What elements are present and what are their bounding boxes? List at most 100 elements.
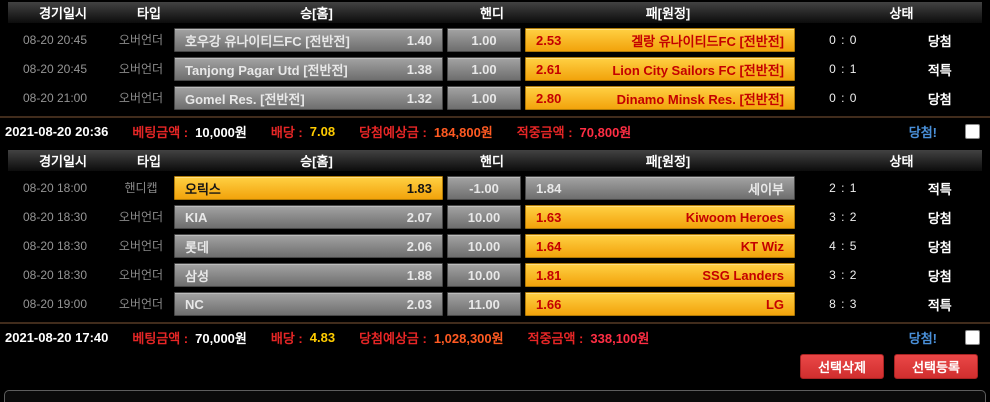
col-header-datetime: 경기일시 <box>39 154 87 169</box>
home-pick-cell[interactable]: 롯데 2.06 <box>174 234 443 258</box>
away-pick-cell[interactable]: 1.64 KT Wiz <box>525 234 795 258</box>
match-score: 3 : 2 <box>829 210 858 224</box>
away-pick-cell[interactable]: 2.80 Dinamo Minsk Res. [전반전] <box>525 86 795 110</box>
home-team-name: Tanjong Pagar Utd [전반전] <box>185 62 348 78</box>
match-row: 08-20 18:00 핸디캡 오릭스 1.83 -1.00 1.84 세이부 … <box>0 176 990 200</box>
away-odds: 1.63 <box>536 209 562 225</box>
home-team-name: Gomel Res. [전반전] <box>185 91 305 107</box>
home-odds: 1.38 <box>406 61 432 77</box>
result-status: 당첨 <box>927 33 952 49</box>
expected-win-label: 당첨예상금 : <box>359 125 427 140</box>
away-pick-cell[interactable]: 2.61 Lion City Sailors FC [전반전] <box>525 57 795 81</box>
win-badge: 당첨! <box>908 331 937 346</box>
col-header-datetime: 경기일시 <box>39 6 87 21</box>
result-status: 적특 <box>927 62 952 78</box>
home-pick-cell[interactable]: 호우강 유나이티드FC [전반전] 1.40 <box>174 28 443 52</box>
handicap-cell[interactable]: 10.00 <box>447 205 521 229</box>
handicap-value: 1.00 <box>471 90 497 106</box>
expected-win-value: 184,800원 <box>433 125 493 140</box>
result-status: 당첨 <box>927 239 952 255</box>
handicap-value: 10.00 <box>467 238 501 254</box>
home-team-name: 삼성 <box>185 268 209 284</box>
handicap-cell[interactable]: 1.00 <box>447 28 521 52</box>
match-datetime: 08-20 18:30 <box>22 210 88 224</box>
col-header-type: 타입 <box>137 6 161 21</box>
handicap-value: 11.00 <box>468 296 500 312</box>
handicap-cell[interactable]: 10.00 <box>447 234 521 258</box>
match-score: 8 : 3 <box>829 297 858 311</box>
handicap-cell[interactable]: 1.00 <box>447 86 521 110</box>
select-slip-checkbox[interactable] <box>965 330 980 345</box>
match-score: 3 : 2 <box>829 268 858 282</box>
handicap-value: 1.00 <box>471 61 497 77</box>
match-row: 08-20 20:45 오버언더 Tanjong Pagar Utd [전반전]… <box>0 57 990 81</box>
action-buttons: 선택삭제 선택등록 <box>0 354 990 379</box>
away-team-name: SSG Landers <box>702 267 784 283</box>
handicap-cell[interactable]: -1.00 <box>447 176 521 200</box>
bet-type: 오버언더 <box>118 62 164 76</box>
match-row: 08-20 20:45 오버언더 호우강 유나이티드FC [전반전] 1.40 … <box>0 28 990 52</box>
match-row: 08-20 18:30 오버언더 삼성 1.88 10.00 1.81 SSG … <box>0 263 990 287</box>
match-score: 4 : 5 <box>829 239 858 253</box>
col-header-handicap: 핸디 <box>480 154 504 169</box>
away-pick-cell[interactable]: 2.53 겔랑 유나이티드FC [전반전] <box>525 28 795 52</box>
home-odds: 1.32 <box>406 90 432 106</box>
bet-type: 오버언더 <box>118 297 164 311</box>
away-team-name: Lion City Sailors FC [전반전] <box>612 62 784 78</box>
col-header-home: 승[홈] <box>300 6 333 21</box>
away-odds: 2.53 <box>536 32 562 48</box>
handicap-cell[interactable]: 1.00 <box>447 57 521 81</box>
bet-amount-label: 베팅금액 : <box>132 331 189 346</box>
away-pick-cell[interactable]: 1.81 SSG Landers <box>525 263 795 287</box>
bet-amount-label: 베팅금액 : <box>132 125 189 140</box>
hit-amount-value: 338,100원 <box>590 331 650 346</box>
match-datetime: 08-20 18:30 <box>22 268 88 282</box>
away-pick-cell[interactable]: 1.84 세이부 <box>525 176 795 200</box>
away-pick-cell[interactable]: 1.66 LG <box>525 292 795 316</box>
handicap-cell[interactable]: 10.00 <box>447 263 521 287</box>
match-score: 2 : 1 <box>829 181 858 195</box>
state-cell: 0 : 0 당첨 <box>797 86 990 110</box>
total-odds-label: 배당 : <box>270 125 303 140</box>
match-datetime: 08-20 18:30 <box>22 239 88 253</box>
result-status: 당첨 <box>927 268 952 284</box>
home-odds: 1.40 <box>406 32 432 48</box>
home-pick-cell[interactable]: Gomel Res. [전반전] 1.32 <box>174 86 443 110</box>
away-odds: 1.84 <box>536 180 562 196</box>
table-header: 경기일시 타입 승[홈] 핸디 패[원정] 상태 <box>8 150 982 171</box>
away-odds: 2.80 <box>536 90 562 106</box>
state-cell: 3 : 2 당첨 <box>797 205 990 229</box>
away-pick-cell[interactable]: 1.63 Kiwoom Heroes <box>525 205 795 229</box>
handicap-value: 1.00 <box>471 32 497 48</box>
match-row: 08-20 18:30 오버언더 KIA 2.07 10.00 1.63 Kiw… <box>0 205 990 229</box>
home-pick-cell[interactable]: Tanjong Pagar Utd [전반전] 1.38 <box>174 57 443 81</box>
away-team-name: 세이부 <box>748 181 784 197</box>
col-header-away: 패[원정] <box>645 154 691 169</box>
slip-datetime: 2021-08-20 17:40 <box>5 330 109 345</box>
home-team-name: 롯데 <box>185 239 209 255</box>
away-team-name: Dinamo Minsk Res. [전반전] <box>616 91 784 107</box>
home-team-name: KIA <box>185 209 208 225</box>
bet-type: 핸디캡 <box>124 181 158 195</box>
home-pick-cell[interactable]: NC 2.03 <box>174 292 443 316</box>
handicap-cell[interactable]: 11.00 <box>447 292 521 316</box>
select-slip-checkbox[interactable] <box>965 124 980 139</box>
home-pick-cell[interactable]: 오릭스 1.83 <box>174 176 443 200</box>
register-selection-button[interactable]: 선택등록 <box>894 354 978 379</box>
home-odds: 2.03 <box>406 296 432 312</box>
away-odds: 1.81 <box>536 267 562 283</box>
state-cell: 0 : 0 당첨 <box>797 28 990 52</box>
table-header: 경기일시 타입 승[홈] 핸디 패[원정] 상태 <box>8 2 982 23</box>
result-status: 적특 <box>927 181 952 197</box>
delete-selection-button[interactable]: 선택삭제 <box>800 354 884 379</box>
expected-win-label: 당첨예상금 : <box>359 331 427 346</box>
match-rows: 08-20 18:00 핸디캡 오릭스 1.83 -1.00 1.84 세이부 … <box>0 176 990 316</box>
home-team-name: 호우강 유나이티드FC [전반전] <box>185 33 350 49</box>
state-cell: 0 : 1 적특 <box>797 57 990 81</box>
col-header-type: 타입 <box>137 154 161 169</box>
home-pick-cell[interactable]: KIA 2.07 <box>174 205 443 229</box>
match-score: 0 : 1 <box>829 62 858 76</box>
home-pick-cell[interactable]: 삼성 1.88 <box>174 263 443 287</box>
total-odds-label: 배당 : <box>270 331 303 346</box>
